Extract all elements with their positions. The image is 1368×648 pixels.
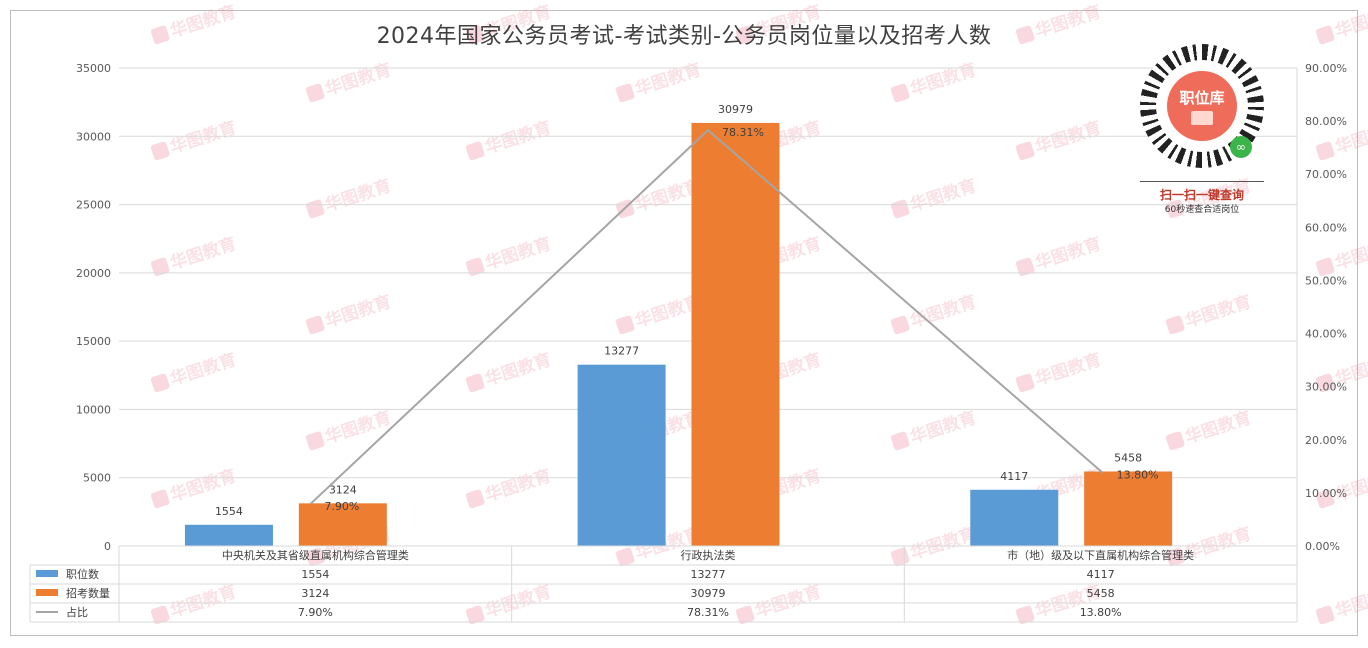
y-left-tick-label: 0: [104, 540, 111, 553]
chart-title: 2024年国家公务员考试-考试类别-公务员岗位量以及招考人数: [376, 24, 992, 49]
bar: [184, 524, 273, 546]
y-right-tick-label: 70.00%: [1305, 168, 1347, 181]
y-left-tick-label: 35000: [76, 62, 111, 75]
bar-data-label: 1554: [215, 505, 243, 518]
y-right-tick-label: 80.00%: [1305, 115, 1347, 128]
y-right-tick-label: 0.00%: [1305, 540, 1340, 553]
bar: [577, 364, 666, 546]
category-label: 行政执法类: [681, 548, 736, 562]
legend-swatch: [36, 589, 58, 596]
table-cell: 13277: [691, 568, 726, 581]
y-right-tick-label: 90.00%: [1305, 62, 1347, 75]
y-right-tick-label: 30.00%: [1305, 381, 1347, 394]
y-left-tick-label: 15000: [76, 335, 111, 348]
table-cell: 30979: [691, 587, 726, 600]
table-cell: 1554: [301, 568, 329, 581]
y-right-tick-label: 50.00%: [1305, 274, 1347, 287]
bar-data-label: 13277: [604, 345, 639, 358]
legend-label: 职位数: [66, 567, 99, 581]
table-cell: 3124: [301, 587, 329, 600]
qr-logo: 职位库: [1167, 71, 1237, 141]
legend-label: 占比: [66, 605, 88, 619]
qr-divider: [1140, 181, 1264, 182]
bar: [1084, 471, 1173, 546]
bar: [970, 489, 1059, 546]
qr-logo-text: 职位库: [1179, 89, 1225, 107]
y-right-tick-label: 20.00%: [1305, 434, 1347, 447]
line-data-label: 7.90%: [324, 500, 359, 513]
bar-data-label: 4117: [1000, 470, 1028, 483]
y-right-tick-label: 40.00%: [1305, 328, 1347, 341]
line-series: [309, 128, 1104, 505]
y-right-tick-label: 10.00%: [1305, 487, 1347, 500]
qr-title: 扫一扫一键查询: [1159, 188, 1244, 202]
bar-data-label: 30979: [718, 103, 753, 116]
bar: [691, 122, 780, 546]
table-cell: 4117: [1087, 568, 1115, 581]
table-cell: 13.80%: [1080, 606, 1122, 619]
mini-program-icon: ∞: [1230, 136, 1252, 158]
y-left-tick-label: 20000: [76, 267, 111, 280]
bar: [298, 503, 387, 546]
y-left-tick-label: 10000: [76, 403, 111, 416]
y-left-tick-label: 5000: [83, 472, 111, 485]
line-data-label: 13.80%: [1117, 469, 1159, 482]
qr-subtitle: 60秒速查合适岗位: [1164, 205, 1240, 215]
legend-swatch: [36, 570, 58, 577]
folder-icon: [1191, 111, 1213, 125]
table-cell: 78.31%: [687, 606, 729, 619]
y-left-tick-label: 30000: [76, 130, 111, 143]
category-label: 中央机关及其省级直属机构综合管理类: [222, 548, 409, 562]
line-data-label: 78.31%: [722, 126, 764, 139]
qr-code-panel[interactable]: 职位库 ∞ 扫一扫一键查询 60秒速查合适岗位: [1134, 44, 1274, 224]
bar-data-label: 3124: [329, 483, 357, 496]
category-label: 市（地）级及以下直属机构综合管理类: [1007, 548, 1194, 562]
y-right-tick-label: 60.00%: [1305, 221, 1347, 234]
table-cell: 7.90%: [298, 606, 333, 619]
table-cell: 5458: [1087, 587, 1115, 600]
bar-data-label: 5458: [1114, 451, 1142, 464]
y-left-tick-label: 25000: [76, 199, 111, 212]
legend-label: 招考数量: [66, 586, 110, 600]
